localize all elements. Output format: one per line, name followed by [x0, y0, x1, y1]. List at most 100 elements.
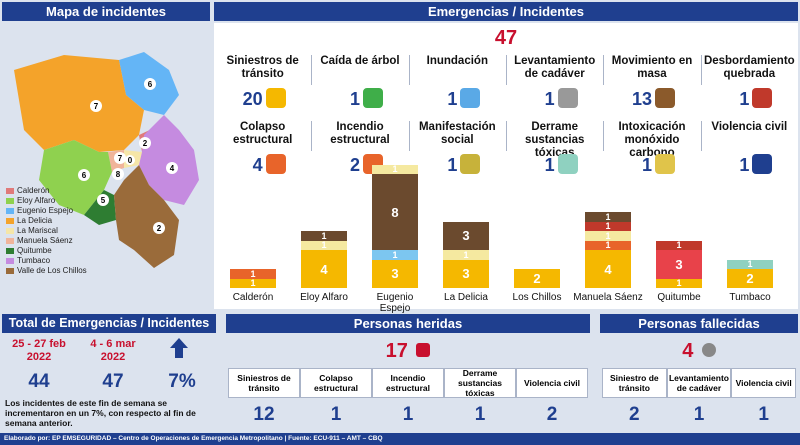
- bar-segment: 4: [301, 250, 347, 288]
- bar-segment: 1: [230, 269, 276, 279]
- divider: [700, 121, 702, 151]
- total-note: Los incidentes de este fin de semana se …: [5, 398, 196, 428]
- legend-label: Eugenio Espejo: [17, 206, 74, 215]
- total-pct: 7%: [168, 371, 196, 392]
- emergencias-total: 47: [494, 27, 518, 49]
- legend-label: Quitumbe: [17, 246, 52, 255]
- bar-segment: 2: [727, 269, 773, 288]
- toxic-spill-icon: [557, 154, 578, 174]
- injured-person-icon: [416, 343, 431, 357]
- category-label: Desbordamiento quebrada: [703, 55, 795, 80]
- fallen-tree-icon: [363, 88, 383, 108]
- bar-segment: 1: [301, 240, 347, 250]
- category-value: 1: [349, 89, 360, 109]
- table-header-cell: Violencia civil: [516, 368, 588, 398]
- legend-swatch: [6, 207, 14, 214]
- bar-data-label: 3: [462, 228, 470, 244]
- bar-data-label: 8: [391, 204, 399, 220]
- table-header-cell: Derrame sustancias tóxicas: [444, 368, 516, 398]
- bar-segment: 1: [585, 231, 631, 241]
- bar-segment: 1: [372, 250, 418, 260]
- category-value: 1: [544, 155, 555, 175]
- category-label: Levantamiento de cadáver: [514, 55, 596, 80]
- bar-segment: 1: [656, 278, 702, 289]
- category-value: 1: [544, 89, 555, 109]
- table-value-cell: 1: [474, 404, 486, 425]
- up-arrow-stem: [175, 348, 183, 358]
- map-region-eloy-alfaro: [39, 140, 112, 215]
- legend-label: La Delicia: [17, 216, 53, 225]
- legend-item: Quitumbe: [6, 246, 52, 255]
- bar-data-label: 1: [605, 230, 611, 241]
- bar-data-label: 1: [250, 268, 256, 279]
- category-label: Inundación: [426, 55, 488, 67]
- fallen-person-icon: [701, 343, 716, 357]
- bar-data-label: 3: [462, 266, 470, 282]
- category-label: Derrame sustancias tóxicas: [524, 121, 585, 159]
- legend-label: Eloy Alfaro: [17, 196, 56, 205]
- legend-swatch: [6, 187, 14, 194]
- bar-segment: 1: [727, 259, 773, 270]
- divider: [700, 55, 702, 85]
- legend-swatch: [6, 247, 14, 254]
- table-header-cell: Colapso estructural: [300, 368, 372, 398]
- bar-data-label: 1: [605, 221, 611, 232]
- bar-segment: 3: [443, 221, 489, 250]
- category-value: 1: [447, 155, 458, 175]
- collapse-house-icon: [265, 154, 286, 174]
- category-label: Movimiento en masa: [611, 55, 693, 80]
- bar-data-label: 1: [676, 240, 682, 251]
- bar-data-label: 1: [250, 278, 256, 289]
- category-label: Caída de árbol: [320, 55, 400, 67]
- legend-label: Tumbaco: [17, 256, 51, 265]
- legend-item: Manuela Sáenz: [6, 236, 73, 245]
- category-label: Manifestación social: [418, 121, 496, 146]
- map-marker: 2: [157, 224, 162, 233]
- map-region-tumbaco: [139, 115, 199, 205]
- map-marker: 6: [82, 171, 87, 180]
- divider: [603, 121, 605, 151]
- category-value: 4: [252, 155, 263, 175]
- heridas-total-value: 17: [385, 340, 408, 362]
- category-label: Colapso estructural: [232, 121, 293, 146]
- bar-segment: 3: [372, 259, 418, 288]
- bar-segment: 1: [443, 250, 489, 260]
- table-header-cell: Violencia civil: [731, 368, 796, 398]
- bar-data-label: 1: [747, 259, 753, 270]
- x-tick-label: Manuela Sáenz: [573, 292, 643, 303]
- x-tick-label: Eloy Alfaro: [300, 292, 348, 303]
- category-value: 13: [631, 89, 652, 109]
- period-1: 25 - 27 feb 2022: [12, 338, 66, 363]
- total-header: Total de Emergencias / Incidentes: [2, 314, 216, 333]
- bar-data-label: 1: [676, 278, 682, 289]
- bar-data-label: 3: [675, 256, 683, 272]
- incident-map[interactable]: 6 7 2 7 4 6 8 0 5 2: [4, 40, 210, 272]
- bar-segment: 4: [585, 250, 631, 288]
- car-crash-icon: [265, 88, 286, 108]
- map-marker: 2: [143, 139, 148, 148]
- legend-item: Tumbaco: [6, 256, 50, 265]
- table-value-cell: 2: [629, 404, 640, 425]
- divider: [506, 121, 507, 151]
- flood-house-icon: [460, 88, 481, 108]
- bar-data-label: 1: [392, 249, 398, 260]
- total-value-2: 47: [102, 371, 124, 392]
- bar-data-label: 3: [391, 266, 399, 282]
- legend-swatch: [6, 227, 14, 234]
- map-marker: 0: [128, 156, 133, 165]
- divider: [506, 55, 507, 85]
- bar-segment: 1: [585, 240, 631, 250]
- table-value-cell: 12: [253, 404, 275, 425]
- bar-data-label: 1: [605, 211, 611, 222]
- table-value-cell: 1: [758, 404, 769, 425]
- map-header: Mapa de incidentes: [2, 2, 210, 21]
- period-2: 4 - 6 mar 2022: [90, 338, 136, 363]
- overflow-icon: [752, 88, 773, 108]
- bar-segment: 1: [585, 212, 631, 222]
- legend-swatch: [6, 217, 14, 224]
- divider: [408, 121, 410, 151]
- bar-data-label: 2: [746, 271, 754, 286]
- legend-swatch: [6, 257, 14, 264]
- total-value-1: 44: [28, 371, 50, 392]
- legend-label: Manuela Sáenz: [17, 236, 73, 245]
